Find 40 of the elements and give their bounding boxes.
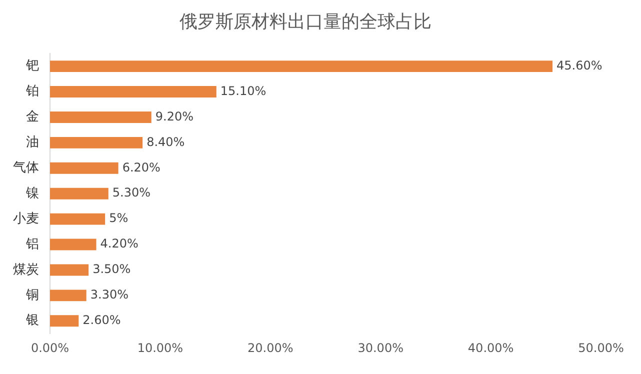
- y-tick-label: 煤炭: [13, 262, 39, 278]
- x-tick-label: 30.00%: [358, 340, 404, 355]
- bar: [50, 60, 553, 72]
- y-tick-label: 银: [25, 313, 39, 328]
- bar: [50, 136, 143, 148]
- data-label: 6.20%: [122, 160, 160, 174]
- bar: [50, 213, 106, 225]
- x-tick-label: 10.00%: [137, 340, 184, 355]
- chart-title: 俄罗斯原材料出口量的全球占比: [180, 11, 432, 32]
- y-tick-label: 金: [26, 110, 39, 125]
- y-tick-label: 小麦: [13, 211, 39, 226]
- bar: [50, 162, 118, 174]
- data-label: 5.30%: [112, 186, 151, 200]
- bar: [50, 188, 108, 200]
- y-tick-label: 气体: [13, 160, 39, 176]
- x-tick-label: 0.00%: [30, 340, 70, 355]
- data-label: 15.10%: [220, 84, 266, 98]
- x-tick-label: 40.00%: [468, 340, 514, 355]
- bar: [50, 238, 96, 250]
- data-label: 3.30%: [90, 288, 128, 302]
- y-tick-label: 油: [26, 135, 39, 150]
- y-tick-label: 镍: [25, 186, 39, 201]
- bar: [50, 86, 216, 98]
- data-label: 5%: [109, 211, 128, 226]
- y-tick-label: 铂: [25, 84, 39, 100]
- data-label: 4.20%: [100, 236, 138, 251]
- y-tick-label: 铝: [25, 236, 39, 252]
- bar: [50, 290, 86, 302]
- data-label: 8.40%: [146, 134, 185, 149]
- x-tick-label: 50.00%: [578, 340, 624, 355]
- bar: [50, 112, 152, 123]
- y-tick-label: 钯: [25, 58, 39, 74]
- bar: [50, 264, 89, 276]
- data-label: 45.60%: [556, 58, 602, 72]
- x-tick-label: 20.00%: [248, 340, 294, 355]
- data-label: 2.60%: [82, 313, 121, 327]
- y-tick-label: 铜: [25, 288, 39, 303]
- data-label: 9.20%: [155, 109, 194, 124]
- bar: [50, 315, 79, 327]
- data-label: 3.50%: [92, 262, 131, 276]
